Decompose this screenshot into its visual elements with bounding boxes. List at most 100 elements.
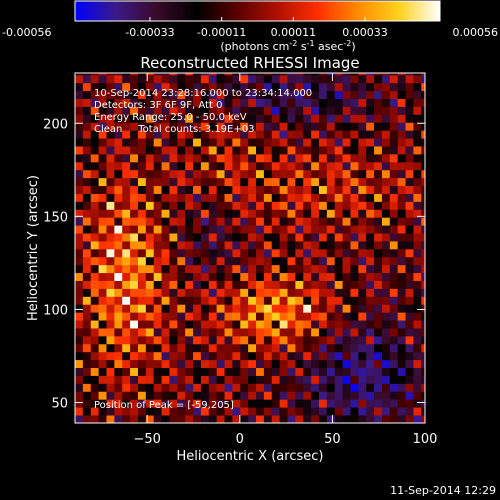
image-pixel	[208, 415, 218, 423]
image-pixel	[200, 161, 210, 171]
image-pixel	[224, 122, 233, 131]
image-pixel	[366, 304, 375, 313]
image-pixel	[193, 335, 202, 345]
image-pixel	[271, 415, 281, 423]
image-pixel	[271, 407, 281, 416]
image-pixel	[82, 82, 92, 92]
image-pixel	[421, 90, 425, 99]
image-pixel	[421, 335, 425, 345]
image-pixel	[413, 82, 422, 92]
image-pixel	[350, 320, 359, 329]
image-pixel	[177, 343, 186, 353]
image-pixel	[311, 73, 320, 76]
image-pixel	[303, 74, 312, 84]
image-pixel	[90, 296, 100, 305]
image-pixel	[271, 280, 281, 289]
image-pixel	[358, 114, 367, 123]
image-pixel	[311, 415, 320, 423]
image-pixel	[389, 169, 399, 179]
image-pixel	[311, 248, 320, 258]
image-pixel	[232, 256, 241, 266]
image-pixel	[208, 407, 218, 416]
image-pixel	[256, 407, 265, 416]
image-pixel	[421, 375, 425, 384]
image-pixel	[413, 367, 422, 376]
image-pixel	[114, 407, 123, 416]
image-pixel	[381, 153, 391, 163]
image-pixel	[358, 383, 367, 392]
image-pixel	[279, 193, 288, 202]
image-pixel	[421, 367, 425, 376]
image-pixel	[106, 106, 115, 115]
image-pixel	[145, 209, 155, 218]
image-pixel	[256, 248, 265, 258]
image-pixel	[366, 114, 375, 123]
image-pixel	[75, 90, 84, 99]
image-pixel	[295, 169, 304, 179]
image-pixel	[82, 280, 92, 289]
image-pixel	[374, 161, 383, 171]
image-pixel	[421, 225, 425, 234]
image-pixel	[216, 82, 225, 92]
image-pixel	[358, 375, 367, 384]
image-pixel	[295, 280, 304, 289]
image-pixel	[366, 280, 375, 289]
image-pixel	[137, 407, 147, 416]
image-pixel	[311, 335, 320, 345]
image-pixel	[208, 209, 218, 218]
image-pixel	[161, 343, 170, 353]
image-pixel	[200, 138, 210, 147]
image-pixel	[389, 288, 399, 297]
image-pixel	[263, 264, 273, 274]
image-pixel	[287, 383, 296, 392]
image-pixel	[153, 288, 162, 297]
image-pixel	[374, 98, 383, 107]
image-pixel	[208, 296, 218, 305]
image-pixel	[193, 375, 202, 384]
image-pixel	[185, 256, 194, 266]
image-pixel	[145, 272, 155, 281]
image-pixel	[405, 312, 414, 321]
image-pixel	[263, 256, 273, 266]
image-pixel	[358, 335, 367, 345]
annotation-time-range: 10-Sep-2014 23:28:16.000 to 23:34:14.000	[94, 88, 312, 99]
image-pixel	[106, 312, 115, 321]
image-pixel	[358, 328, 367, 337]
image-pixel	[145, 225, 155, 234]
image-pixel	[263, 177, 273, 187]
image-pixel	[177, 185, 186, 194]
image-pixel	[421, 161, 425, 171]
image-pixel	[311, 264, 320, 274]
image-pixel	[279, 383, 288, 392]
image-pixel	[193, 138, 202, 147]
image-pixel	[287, 280, 296, 289]
image-pixel	[279, 169, 288, 179]
image-pixel	[287, 367, 296, 376]
image-pixel	[248, 193, 257, 202]
image-pixel	[75, 82, 84, 92]
image-pixel	[122, 375, 131, 384]
image-pixel	[279, 241, 288, 250]
image-pixel	[295, 383, 304, 392]
image-pixel	[185, 407, 194, 416]
image-pixel	[342, 256, 351, 266]
image-pixel	[256, 106, 265, 115]
image-pixel	[185, 122, 194, 131]
image-pixel	[106, 367, 115, 376]
image-pixel	[366, 185, 375, 194]
image-pixel	[177, 161, 186, 171]
image-pixel	[413, 233, 422, 242]
image-pixel	[145, 153, 155, 163]
image-pixel	[358, 161, 367, 171]
image-pixel	[342, 399, 351, 408]
image-pixel	[137, 312, 147, 321]
image-pixel	[193, 74, 202, 84]
image-pixel	[397, 138, 406, 147]
image-pixel	[311, 312, 320, 321]
image-pixel	[200, 98, 210, 107]
image-pixel	[358, 359, 367, 369]
image-pixel	[177, 328, 186, 337]
image-pixel	[114, 169, 123, 179]
image-pixel	[366, 82, 375, 92]
image-pixel	[130, 209, 139, 218]
